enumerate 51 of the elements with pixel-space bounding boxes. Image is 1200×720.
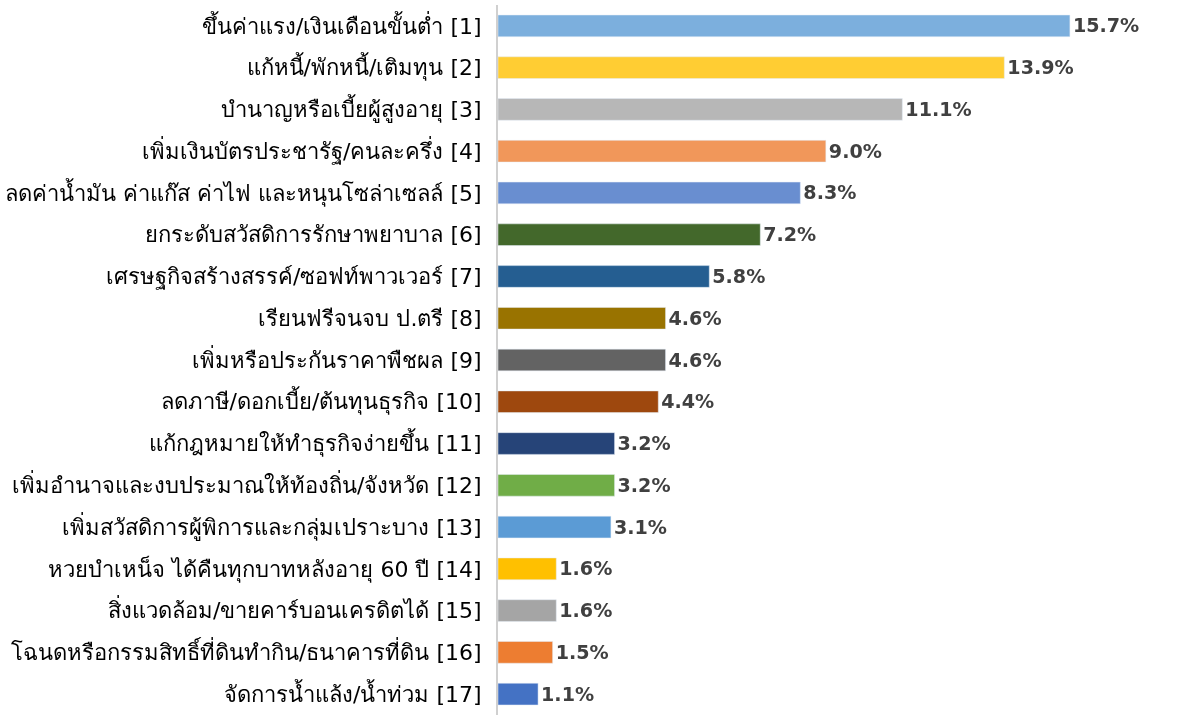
data-label: 4.6% [668, 348, 722, 372]
y-tick-label: เพิ่มอำนาจและงบประมาณให้ท้องถิ่น/จังหวัด [12] [12, 469, 482, 498]
bar [498, 181, 801, 205]
bar [498, 599, 557, 622]
y-tick-label: โฉนดหรือกรรมสิทธิ์ที่ดินทำกิน/ธนาคารที่ดิน [16] [11, 637, 482, 666]
bar [498, 432, 615, 455]
data-label: 1.5% [555, 640, 609, 664]
bar [498, 515, 612, 539]
data-label: 4.4% [661, 390, 715, 414]
bar [498, 641, 553, 664]
y-tick-label: เรียนฟรีจนจบ ป.ตรี [8] [258, 305, 482, 331]
bar [498, 98, 903, 121]
y-tick-label: แก้กฎหมายให้ทำธุรกิจง่ายขึ้น [11] [149, 428, 482, 458]
y-tick-label: สิ่งแวดล้อม/ขายคาร์บอนเครดิตได้ [15] [108, 595, 482, 624]
bar [498, 474, 615, 497]
y-tick-label: ขึ้นค่าแรง/เงินเดือนขั้นต่ำ [1] [202, 10, 482, 39]
data-label: 1.6% [559, 557, 613, 581]
bar [498, 56, 1005, 79]
data-label: 7.2% [763, 223, 817, 247]
bar [498, 683, 539, 706]
y-tick-label: เศรษฐกิจสร้างสรรค์/ซอฟท์พาวเวอร์ [7] [106, 264, 482, 291]
y-tick-label: เพิ่มหรือประกันราคาพืชผล [9] [192, 344, 482, 373]
y-tick-label: ยกระดับสวัสดิการรักษาพยาบาล [6] [145, 222, 482, 248]
data-label: 3.2% [617, 473, 671, 497]
y-tick-label: แก้หนี้/พักหนี้/เติมทุน [2] [246, 52, 482, 82]
data-label: 5.8% [712, 264, 766, 288]
y-tick-label: เพิ่มเงินบัตรประชารัฐ/คนละครึ่ง [4] [142, 135, 482, 165]
data-label: 8.3% [803, 181, 857, 205]
bar [498, 390, 659, 413]
y-tick-label: ลดค่าน้ำมัน ค่าแก๊ส ค่าไฟ และหนุนโซล่าเซลล์ [5] [5, 177, 482, 207]
y-tick-label: หวยบำเหน็จ ได้คืนทุกบาทหลังอายุ 60 ปี [14] [48, 554, 482, 583]
data-label: 13.9% [1007, 56, 1074, 80]
bar [498, 140, 827, 163]
data-label: 9.0% [828, 139, 882, 163]
data-label: 15.7% [1072, 14, 1140, 38]
y-tick-label: จัดการน้ำแล้ง/น้ำท่วม [17] [224, 678, 482, 707]
data-label: 4.6% [668, 306, 722, 330]
y-tick-label: เพิ่มสวัสดิการผู้พิการและกลุ่มเปราะบาง [13] [62, 511, 482, 541]
bar [498, 348, 666, 372]
bar [498, 223, 761, 246]
bar [498, 14, 1071, 37]
data-label: 3.1% [613, 515, 667, 539]
bar [498, 307, 666, 330]
data-label: 11.1% [905, 97, 972, 121]
bar [498, 265, 710, 288]
y-tick-label: บำนาญหรือเบี้ยผู้สูงอายุ [3] [221, 94, 482, 124]
data-label: 1.1% [541, 682, 595, 706]
y-tick-label: ลดภาษี/ดอกเบี้ย/ต้นทุนธุรกิจ [10] [160, 386, 482, 416]
data-label: 3.2% [617, 432, 671, 456]
data-label: 1.6% [559, 599, 613, 623]
bar [498, 557, 557, 580]
